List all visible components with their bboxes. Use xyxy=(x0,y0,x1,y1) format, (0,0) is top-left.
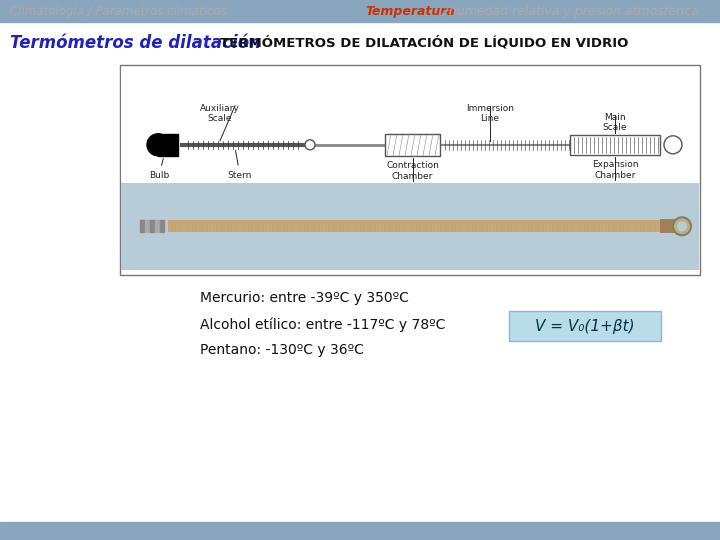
Text: Auxiliary
Scale: Auxiliary Scale xyxy=(200,104,240,123)
Bar xyxy=(168,220,660,232)
Bar xyxy=(150,220,154,232)
Circle shape xyxy=(147,134,169,156)
Bar xyxy=(570,135,660,155)
Bar xyxy=(0,522,720,540)
Bar xyxy=(140,220,144,232)
Text: , humedad relativa y presión atmosférica: , humedad relativa y presión atmosférica xyxy=(441,4,699,17)
Bar xyxy=(155,220,159,232)
Text: Contraction
Chamber: Contraction Chamber xyxy=(386,161,439,181)
Text: Bulb: Bulb xyxy=(149,159,169,180)
Text: Stern: Stern xyxy=(228,151,252,180)
Bar xyxy=(160,220,164,232)
Bar xyxy=(121,67,699,180)
Text: Expansion
Chamber: Expansion Chamber xyxy=(592,160,638,180)
Text: Pentano: -130ºC y 36ºC: Pentano: -130ºC y 36ºC xyxy=(200,343,364,357)
Circle shape xyxy=(664,136,682,154)
Text: V = V₀(1+βt): V = V₀(1+βt) xyxy=(535,319,635,334)
Bar xyxy=(145,220,149,232)
Bar xyxy=(660,219,675,233)
Text: Alcohol etílico: entre -117ºC y 78ºC: Alcohol etílico: entre -117ºC y 78ºC xyxy=(200,318,446,332)
Text: Immersion
Line: Immersion Line xyxy=(466,104,514,123)
Text: Temperatura: Temperatura xyxy=(365,4,455,17)
Text: Termómetros de dilatación: Termómetros de dilatación xyxy=(10,34,261,52)
Circle shape xyxy=(673,217,691,235)
Text: Climatología / Parámetros climáticos: Climatología / Parámetros climáticos xyxy=(10,4,227,17)
Bar xyxy=(0,0,720,22)
Bar xyxy=(120,65,700,275)
Circle shape xyxy=(677,221,687,231)
FancyBboxPatch shape xyxy=(509,311,661,341)
Text: Mercurio: entre -39ºC y 350ºC: Mercurio: entre -39ºC y 350ºC xyxy=(200,291,409,305)
Bar xyxy=(158,134,178,156)
Bar xyxy=(385,134,440,156)
Bar xyxy=(121,183,699,270)
Text: Main
Scale: Main Scale xyxy=(603,113,627,132)
Text: TERMÓMETROS DE DILATACIÓN DE LÍQUIDO EN VIDRIO: TERMÓMETROS DE DILATACIÓN DE LÍQUIDO EN … xyxy=(220,36,629,50)
Circle shape xyxy=(305,140,315,150)
